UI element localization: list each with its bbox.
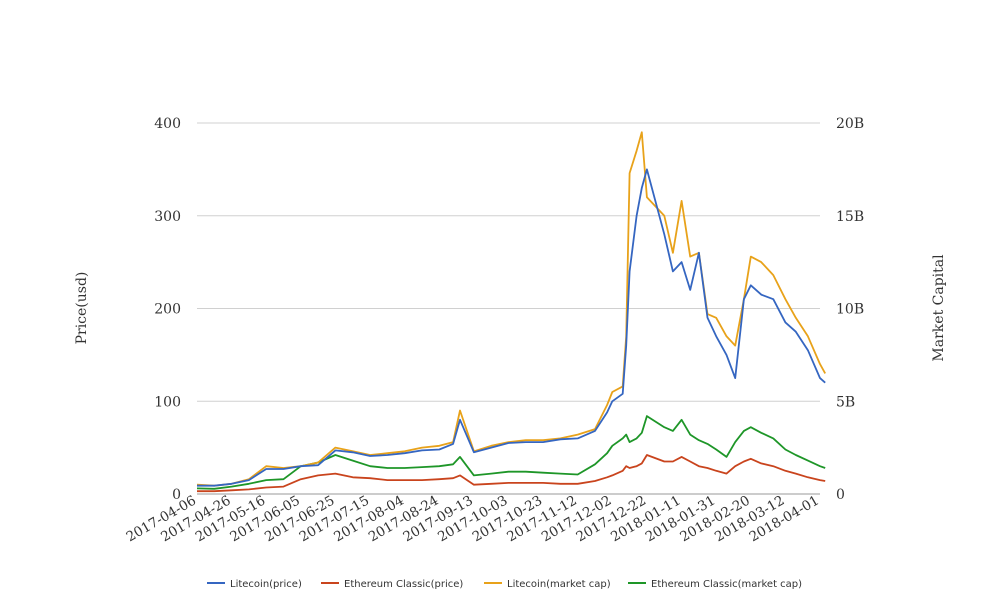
y-axis-right-label: Market Capital: [931, 254, 947, 362]
legend-label: Litecoin(market cap): [507, 579, 611, 590]
y-tick-left-label: 0: [172, 487, 181, 503]
legend-label: Ethereum Classic(price): [344, 579, 463, 590]
series-lines: [196, 131, 826, 493]
y-tick-right-label: 0: [836, 487, 845, 503]
y-tick-left-label: 300: [154, 209, 181, 225]
y-tick-right-label: 5B: [836, 394, 855, 410]
y-tick-right-label: 20B: [836, 116, 864, 132]
legend-label: Ethereum Classic(market cap): [651, 579, 802, 590]
x-axis-ticks: 2017-04-062017-04-262017-05-162017-06-05…: [124, 493, 822, 546]
y-tick-left-label: 100: [154, 394, 181, 410]
legend: Litecoin(price) Ethereum Classic(price) Li…: [207, 579, 802, 590]
y-tick-right-label: 10B: [836, 302, 864, 318]
gridlines: [197, 122, 820, 495]
series-line-0: [197, 168, 826, 487]
legend-label: Litecoin(price): [230, 579, 302, 590]
series-line-2: [196, 131, 826, 487]
y-axis-right-ticks: 0 5B 10B 15B 20B: [836, 116, 864, 503]
series-line-1: [197, 454, 826, 493]
y-tick-left-label: 400: [154, 116, 181, 132]
y-tick-right-label: 15B: [836, 209, 864, 225]
y-tick-left-label: 200: [154, 302, 181, 318]
y-axis-left-ticks: 0 100 200 300 400: [154, 116, 181, 503]
y-axis-left-label: Price(usd): [74, 272, 90, 345]
series-line-3: [196, 415, 826, 490]
